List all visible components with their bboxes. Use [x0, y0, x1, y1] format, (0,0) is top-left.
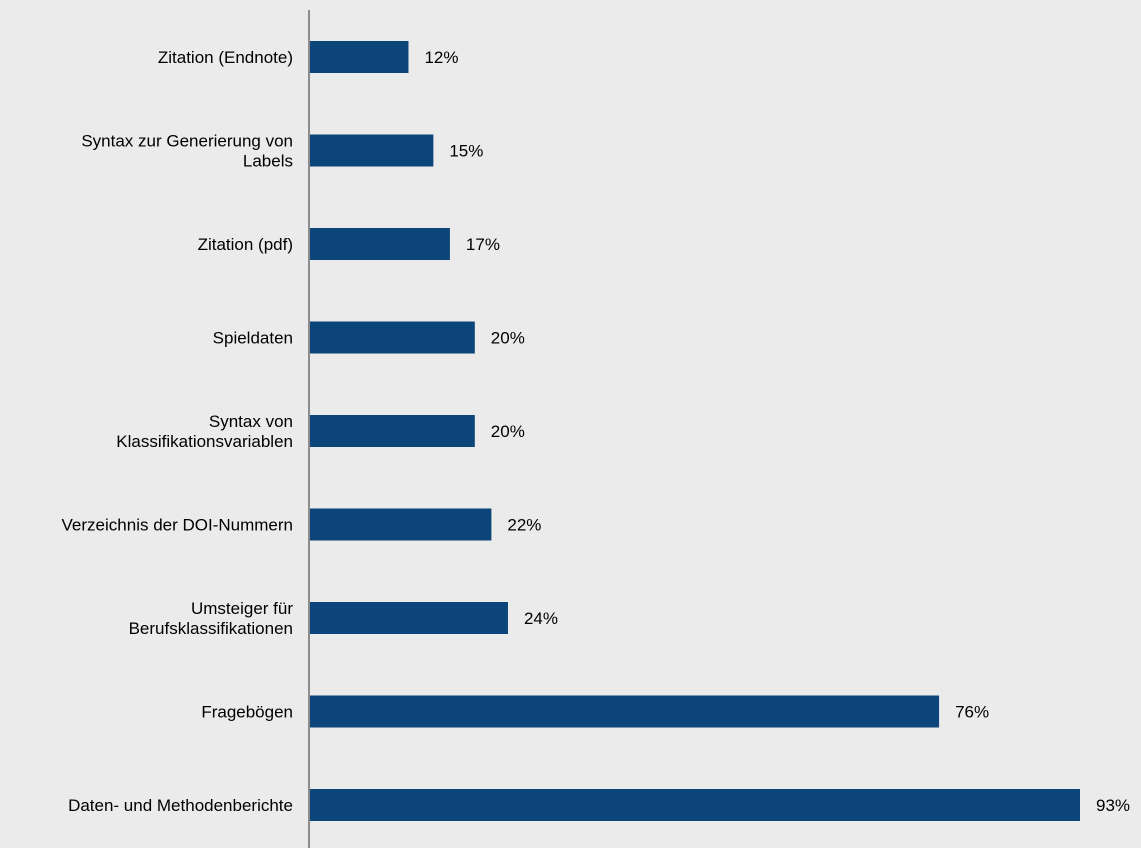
- category-label-line: Verzeichnis der DOI-Nummern: [62, 516, 293, 535]
- category-label: Syntax zur Generierung von Labels: [81, 132, 293, 171]
- value-label: 12%: [424, 48, 458, 67]
- category-label-line: Berufsklassifikationen: [129, 619, 293, 638]
- category-label-line: Fragebögen: [201, 703, 293, 722]
- bar: [309, 321, 475, 354]
- category-label-line: Klassifikationsvariablen: [116, 432, 293, 451]
- bar: [309, 41, 409, 73]
- category-label-line: Daten- und Methodenberichte: [68, 796, 293, 815]
- bar: [309, 228, 450, 260]
- category-label: Umsteiger für Berufsklassifikationen: [129, 599, 294, 638]
- category-label-line: Syntax zur Generierung von: [81, 132, 293, 151]
- category-label: Syntax von Klassifikationsvariablen: [116, 412, 293, 451]
- category-label: Spieldaten: [213, 329, 293, 348]
- category-label-line: Umsteiger für: [191, 599, 293, 618]
- value-label: 20%: [491, 329, 525, 348]
- category-label-line: Zitation (Endnote): [158, 48, 293, 67]
- value-label: 20%: [491, 422, 525, 441]
- category-label: Zitation (pdf): [198, 235, 293, 254]
- bar: [309, 602, 508, 634]
- bar: [309, 134, 434, 167]
- category-labels: Zitation (Endnote) Syntax zur Generierung…: [62, 48, 294, 815]
- value-label: 24%: [524, 609, 558, 628]
- bar: [309, 415, 475, 447]
- value-labels: 12% 15% 17% 20% 20% 22% 24% 76% 93%: [424, 48, 1130, 815]
- category-label-line: Zitation (pdf): [198, 235, 293, 254]
- category-label-line: Spieldaten: [213, 329, 293, 348]
- category-label-line: Labels: [243, 152, 293, 171]
- value-label: 76%: [955, 703, 989, 722]
- category-label: Fragebögen: [201, 703, 293, 722]
- value-label: 15%: [449, 142, 483, 161]
- value-label: 17%: [466, 235, 500, 254]
- bar: [309, 508, 492, 541]
- bar: [309, 695, 940, 728]
- category-label: Zitation (Endnote): [158, 48, 293, 67]
- category-label: Verzeichnis der DOI-Nummern: [62, 516, 293, 535]
- value-label: 22%: [507, 516, 541, 535]
- value-label: 93%: [1096, 796, 1130, 815]
- category-label-line: Syntax von: [209, 412, 293, 431]
- bar: [309, 789, 1080, 821]
- bars-layer: [309, 41, 1080, 821]
- category-label: Daten- und Methodenberichte: [68, 796, 293, 815]
